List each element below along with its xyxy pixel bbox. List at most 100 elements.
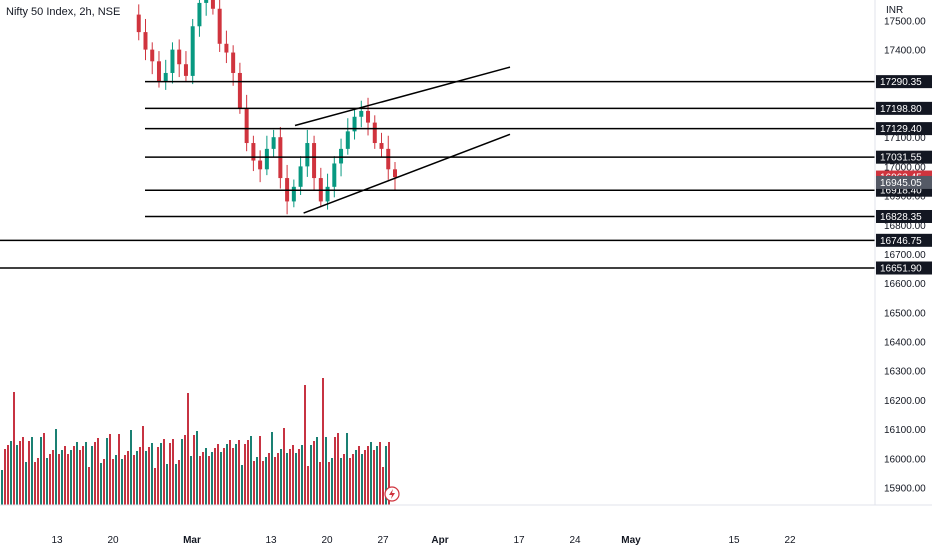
volume-bar xyxy=(382,467,384,505)
volume-bar xyxy=(28,441,30,505)
volume-bar xyxy=(367,446,369,505)
volume-bar xyxy=(295,453,297,505)
volume-bar xyxy=(94,442,96,505)
level-price-label: 17031.55 xyxy=(880,153,922,164)
volume-bar xyxy=(61,450,63,505)
volume-bar xyxy=(253,461,255,505)
channel-line-upper xyxy=(294,66,511,127)
candle-body xyxy=(352,116,357,132)
volume-bar xyxy=(196,431,198,505)
candle-body xyxy=(197,2,202,27)
candle-body xyxy=(332,163,337,187)
volume-bar xyxy=(106,438,108,505)
volume-bar xyxy=(205,448,207,505)
volume-bar xyxy=(352,454,354,505)
volume-bar xyxy=(22,437,24,505)
lightning-icon[interactable] xyxy=(384,486,400,502)
volume-bar xyxy=(217,444,219,505)
price-tick-label: 17400.00 xyxy=(884,46,926,57)
volume-bar xyxy=(163,439,165,505)
volume-bar xyxy=(199,456,201,505)
volume-bar xyxy=(301,445,303,505)
volume-bar xyxy=(10,441,12,505)
volume-bar xyxy=(148,447,150,505)
volume-bar xyxy=(316,437,318,505)
time-tick-label: 20 xyxy=(107,535,119,546)
candle-body xyxy=(204,0,209,3)
candle-body xyxy=(393,169,397,178)
volume-bar xyxy=(100,463,102,505)
time-tick-label: May xyxy=(621,535,641,546)
candle-body xyxy=(271,137,276,149)
volume-bar xyxy=(34,462,36,505)
volume-bar xyxy=(364,450,366,505)
volume-bar xyxy=(154,468,156,505)
volume-bar xyxy=(370,442,372,505)
volume-bar xyxy=(292,445,294,505)
volume-bar xyxy=(97,438,99,505)
volume-bar xyxy=(55,429,57,505)
volume-bar xyxy=(127,451,129,505)
volume-bar xyxy=(385,446,387,505)
volume-bar xyxy=(208,456,210,505)
volume-bar xyxy=(244,444,246,505)
volume-bar xyxy=(307,466,309,505)
volume-bar xyxy=(226,444,228,505)
volume-bar xyxy=(172,439,174,505)
level-price-label: 16651.90 xyxy=(880,264,922,275)
volume-bar xyxy=(241,465,243,505)
candle-body xyxy=(298,166,303,187)
candle-body xyxy=(190,26,195,76)
level-price-tag xyxy=(876,75,932,89)
volume-bar xyxy=(58,454,60,505)
candle-body xyxy=(224,43,229,53)
candle-body xyxy=(251,143,256,161)
volume-bar xyxy=(121,459,123,505)
volume-bar xyxy=(136,451,138,505)
candle-body xyxy=(183,64,188,76)
volume-bar xyxy=(67,454,69,505)
price-tick-label: 16100.00 xyxy=(884,425,926,436)
price-tick-label: 16400.00 xyxy=(884,338,926,349)
volume-bar xyxy=(235,444,237,505)
volume-bar xyxy=(7,445,9,505)
price-tick-label: 16800.00 xyxy=(884,221,926,232)
volume-bar xyxy=(283,428,285,505)
volume-bar xyxy=(31,437,33,505)
time-tick-label: Apr xyxy=(431,535,448,546)
volume-bar xyxy=(82,446,84,505)
volume-bar xyxy=(151,443,153,505)
volume-bar xyxy=(343,454,345,505)
time-tick-label: 24 xyxy=(569,535,581,546)
time-tick-label: Mar xyxy=(183,535,201,546)
volume-bar xyxy=(76,442,78,505)
candle-body xyxy=(386,148,391,170)
candle-body xyxy=(231,52,236,73)
prev-price-tag-label: 16945.05 xyxy=(880,178,922,189)
level-price-tag xyxy=(876,150,932,164)
volume-bar xyxy=(319,462,321,505)
price-tick-label: 16700.00 xyxy=(884,250,926,261)
price-tick-label: 17000.00 xyxy=(884,162,926,173)
price-tick-label: 16300.00 xyxy=(884,367,926,378)
volume-bar xyxy=(337,433,339,505)
volume-bar xyxy=(361,454,363,505)
time-tick-label: 20 xyxy=(321,535,333,546)
volume-bar xyxy=(142,426,144,505)
volume-bar xyxy=(79,450,81,505)
volume-bar xyxy=(73,446,75,505)
volume-bar xyxy=(358,446,360,505)
volume-bar xyxy=(277,453,279,505)
price-tick-label: 17500.00 xyxy=(884,16,926,27)
volume-bar xyxy=(112,459,114,505)
candle-body xyxy=(150,49,155,62)
level-price-tag xyxy=(876,261,932,275)
volume-bar xyxy=(388,442,390,505)
volume-bar xyxy=(37,458,39,505)
price-tick-label: 16500.00 xyxy=(884,308,926,319)
candle-body xyxy=(170,49,175,73)
time-tick-label: 15 xyxy=(728,535,740,546)
volume-bar xyxy=(349,458,351,505)
volume-bar xyxy=(88,467,90,505)
